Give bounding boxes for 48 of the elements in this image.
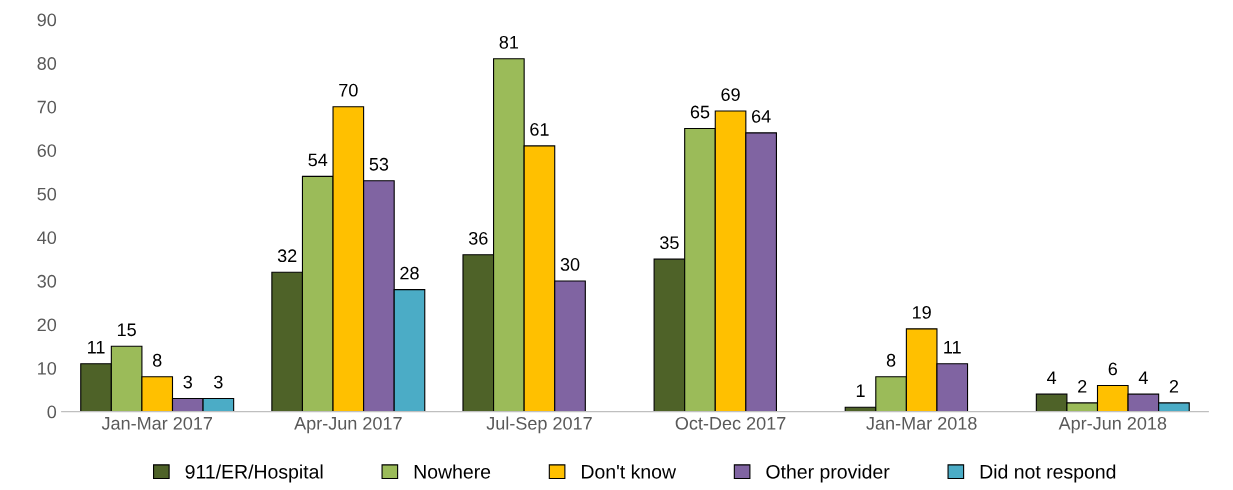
data-label: 11 xyxy=(944,340,961,354)
data-label: 69 xyxy=(721,88,740,101)
data-label: 53 xyxy=(369,157,389,171)
data-label: 28 xyxy=(400,266,419,280)
data-label: 35 xyxy=(660,236,679,250)
y-tick-label: 70 xyxy=(37,100,57,114)
y-tick-label: 90 xyxy=(37,13,57,27)
legend-label: Don't know xyxy=(582,464,677,479)
x-tick-label: Jan-Mar 2017 xyxy=(101,416,213,430)
data-label: 30 xyxy=(560,258,580,271)
data-label: 3 xyxy=(214,375,223,389)
x-tick-label: Jan-Mar 2018 xyxy=(866,416,977,430)
legend-label: Did not respond xyxy=(980,464,1116,483)
data-label: 3 xyxy=(183,375,193,389)
data-label: 11 xyxy=(88,340,105,354)
x-tick-label: Apr-Jun 2018 xyxy=(1058,416,1167,434)
y-tick-label: 50 xyxy=(37,187,57,201)
y-tick-label: 20 xyxy=(37,318,57,332)
legend-label: Nowhere xyxy=(414,464,491,479)
y-tick-label: 30 xyxy=(37,274,57,288)
data-label: 4 xyxy=(1047,371,1057,384)
data-label: 65 xyxy=(690,105,710,119)
legend-label: 911/ER/Hospital xyxy=(185,464,323,483)
data-label: 8 xyxy=(152,353,162,367)
data-label: 15 xyxy=(117,323,136,337)
data-label: 2 xyxy=(1078,380,1087,393)
data-label: 70 xyxy=(339,83,358,97)
y-tick-label: 10 xyxy=(38,361,57,375)
data-label: 36 xyxy=(468,231,488,245)
data-label: 81 xyxy=(499,35,519,49)
legend-label: Other provider xyxy=(766,464,890,483)
data-label: 4 xyxy=(1138,371,1148,384)
x-tick-label: Oct-Dec 2017 xyxy=(675,416,786,430)
data-label: 1 xyxy=(856,384,865,397)
x-tick-label: Jul-Sep 2017 xyxy=(486,416,592,434)
y-tick-label: 60 xyxy=(37,144,57,157)
data-label: 19 xyxy=(913,305,931,319)
data-label: 64 xyxy=(752,109,771,123)
x-tick-label: Apr-Jun 2017 xyxy=(294,416,402,434)
y-tick-label: 40 xyxy=(37,231,57,245)
y-tick-label: 80 xyxy=(37,57,57,70)
data-label: 54 xyxy=(308,153,328,167)
data-label: 61 xyxy=(530,123,549,136)
y-tick-label: 0 xyxy=(47,405,57,419)
data-label: 8 xyxy=(886,353,896,367)
data-label: 2 xyxy=(1169,380,1179,393)
data-label: 6 xyxy=(1108,362,1118,376)
data-label: 32 xyxy=(277,249,297,263)
